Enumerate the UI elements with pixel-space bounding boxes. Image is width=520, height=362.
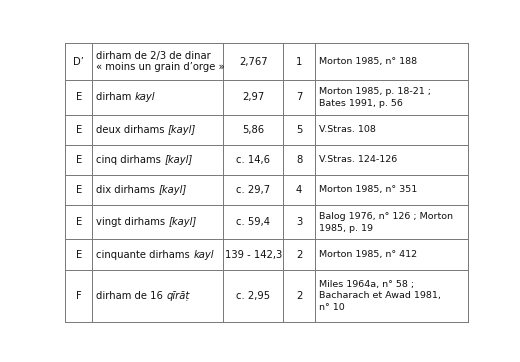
Text: E: E	[75, 185, 82, 195]
Text: [kayl]: [kayl]	[159, 185, 187, 195]
Text: Morton 1985, n° 188: Morton 1985, n° 188	[319, 57, 418, 66]
Text: dirham de 16: dirham de 16	[96, 291, 166, 301]
Text: deux dirhams: deux dirhams	[96, 125, 168, 135]
Text: [kayl]: [kayl]	[168, 125, 197, 135]
Text: kayl: kayl	[135, 92, 155, 102]
Text: Morton 1985, n° 351: Morton 1985, n° 351	[319, 185, 418, 194]
Text: cinquante dirhams: cinquante dirhams	[96, 249, 193, 260]
Text: 3: 3	[296, 217, 302, 227]
Text: [kayl]: [kayl]	[164, 155, 193, 165]
Text: E: E	[75, 125, 82, 135]
Text: 1: 1	[296, 57, 302, 67]
Text: E: E	[75, 155, 82, 165]
Text: 7: 7	[296, 92, 302, 102]
Text: 2,767: 2,767	[239, 57, 267, 67]
Text: 5,86: 5,86	[242, 125, 264, 135]
Text: F: F	[76, 291, 82, 301]
Text: V.Stras. 124-126: V.Stras. 124-126	[319, 155, 398, 164]
Text: 4: 4	[296, 185, 302, 195]
Text: c. 29,7: c. 29,7	[236, 185, 270, 195]
Text: 2: 2	[296, 249, 302, 260]
Text: Balog 1976, n° 126 ; Morton
1985, p. 19: Balog 1976, n° 126 ; Morton 1985, p. 19	[319, 212, 453, 232]
Text: Morton 1985, p. 18-21 ;
Bates 1991, p. 56: Morton 1985, p. 18-21 ; Bates 1991, p. 5…	[319, 87, 431, 108]
Text: « moins un grain d’orge »: « moins un grain d’orge »	[96, 62, 225, 72]
Text: V.Stras. 108: V.Stras. 108	[319, 125, 376, 134]
Text: dirham de 2/3 de dinar: dirham de 2/3 de dinar	[96, 51, 211, 61]
Text: vingt dirhams: vingt dirhams	[96, 217, 168, 227]
Text: kayl: kayl	[193, 249, 214, 260]
Text: cinq dirhams: cinq dirhams	[96, 155, 164, 165]
Text: Miles 1964a, n° 58 ;
Bacharach et Awad 1981,
n° 10: Miles 1964a, n° 58 ; Bacharach et Awad 1…	[319, 279, 441, 312]
Text: 5: 5	[296, 125, 302, 135]
Text: E: E	[75, 92, 82, 102]
Text: dirham: dirham	[96, 92, 135, 102]
Text: D’: D’	[73, 57, 84, 67]
Text: qīrāṭ: qīrāṭ	[166, 291, 190, 301]
Text: E: E	[75, 217, 82, 227]
Text: c. 2,95: c. 2,95	[236, 291, 270, 301]
Text: c. 14,6: c. 14,6	[236, 155, 270, 165]
Text: 8: 8	[296, 155, 302, 165]
Text: 2,97: 2,97	[242, 92, 264, 102]
Text: c. 59,4: c. 59,4	[236, 217, 270, 227]
Text: 139 - 142,3: 139 - 142,3	[225, 249, 282, 260]
Text: 2: 2	[296, 291, 302, 301]
Text: Morton 1985, n° 412: Morton 1985, n° 412	[319, 250, 418, 259]
Text: dix dirhams: dix dirhams	[96, 185, 159, 195]
Text: E: E	[75, 249, 82, 260]
Text: [kayl]: [kayl]	[168, 217, 197, 227]
